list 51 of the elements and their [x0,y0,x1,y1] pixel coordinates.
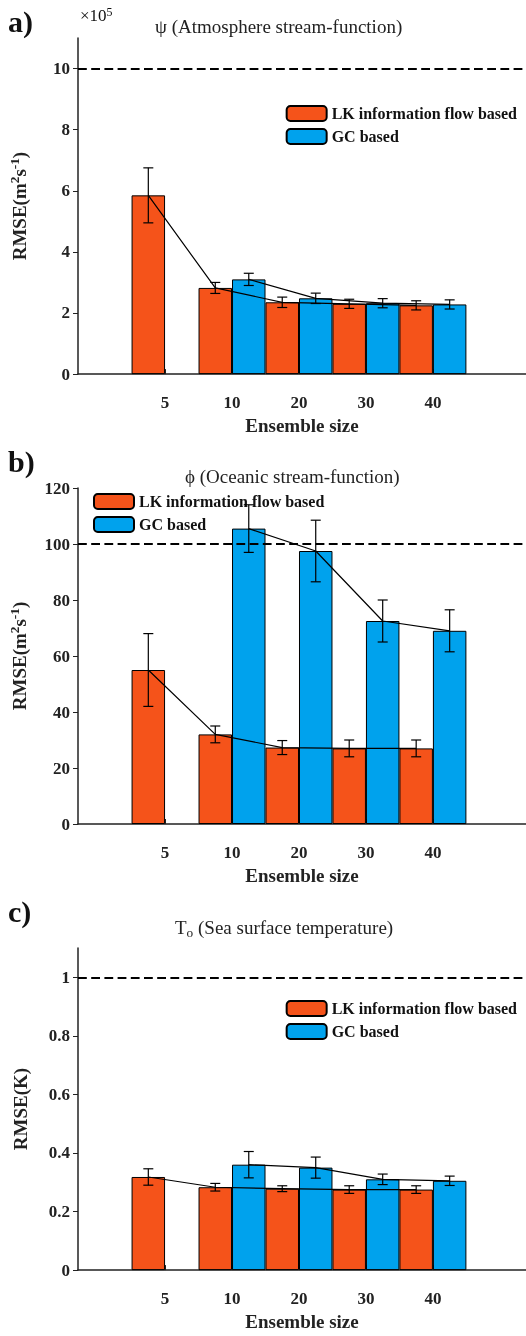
x-tick-label: 20 [290,843,308,862]
legend-label: GC based [331,1023,399,1040]
text: c) [8,894,32,929]
x-tick-label: 10 [223,843,241,862]
legend-label: LK information flow based [139,493,325,510]
x-tick-label: 10 [223,393,241,413]
y-tick-label: 4 [61,242,71,262]
x-tick-label: 10 [223,1289,241,1309]
y-tick-label: 0.4 [48,1143,71,1163]
y-tick-label: 1 [61,967,70,987]
y-tick-label: 0 [61,1260,70,1280]
chart-title: ψ (Atmosphere stream-function) [155,16,403,38]
y-tick-label: 2 [61,303,70,323]
y-tick-label: 120 [44,478,70,498]
y-tick-label: 0 [61,364,70,384]
y-tick-label: 8 [61,120,70,140]
y-tick-label: 40 [53,702,70,722]
x-tick-label: 30 [357,843,375,862]
y-axis-title: RMSE(K) [10,1067,32,1151]
legend-label: LK information flow based [331,1000,518,1017]
y-tick-label: 0.6 [48,1084,70,1104]
x-tick-label: 30 [357,393,375,413]
x-axis-title: Ensemble size [245,415,359,436]
legend-label: GC based [139,516,207,533]
y-tick-label: 60 [53,646,70,666]
y-tick-label: 0.8 [48,1026,70,1046]
y-tick-label: 80 [53,590,70,610]
y-tick-label: 10 [53,59,70,79]
x-tick-label: 20 [290,393,308,413]
x-tick-label: 5 [160,393,170,413]
x-tick-label: 40 [424,843,442,862]
x-tick-label: 5 [160,843,170,862]
text: b) [8,444,35,479]
x-tick-label: 40 [424,1289,442,1309]
y-tick-label: 6 [61,181,70,201]
x-axis-title: Ensemble size [245,1311,359,1332]
y-axis-title: RMSE(m2s-1) [7,601,31,711]
y-tick-label: 0.2 [48,1202,70,1222]
y-axis-title: RMSE(m2s-1) [7,151,31,261]
text: a) [8,4,33,39]
y-tick-label: 20 [53,758,70,778]
y-tick-label: 100 [44,534,70,554]
x-tick-label: 20 [290,1289,308,1309]
legend-label: GC based [331,128,399,145]
x-tick-label: 40 [424,393,442,413]
x-tick-label: 30 [357,1289,375,1309]
x-axis-title: Ensemble size [245,864,359,886]
chart-title: ϕ (Oceanic stream-function) [185,466,400,488]
y-tick-label: 0 [61,814,70,834]
legend-label: LK information flow based [331,105,518,122]
x-tick-label: 5 [160,1289,170,1309]
